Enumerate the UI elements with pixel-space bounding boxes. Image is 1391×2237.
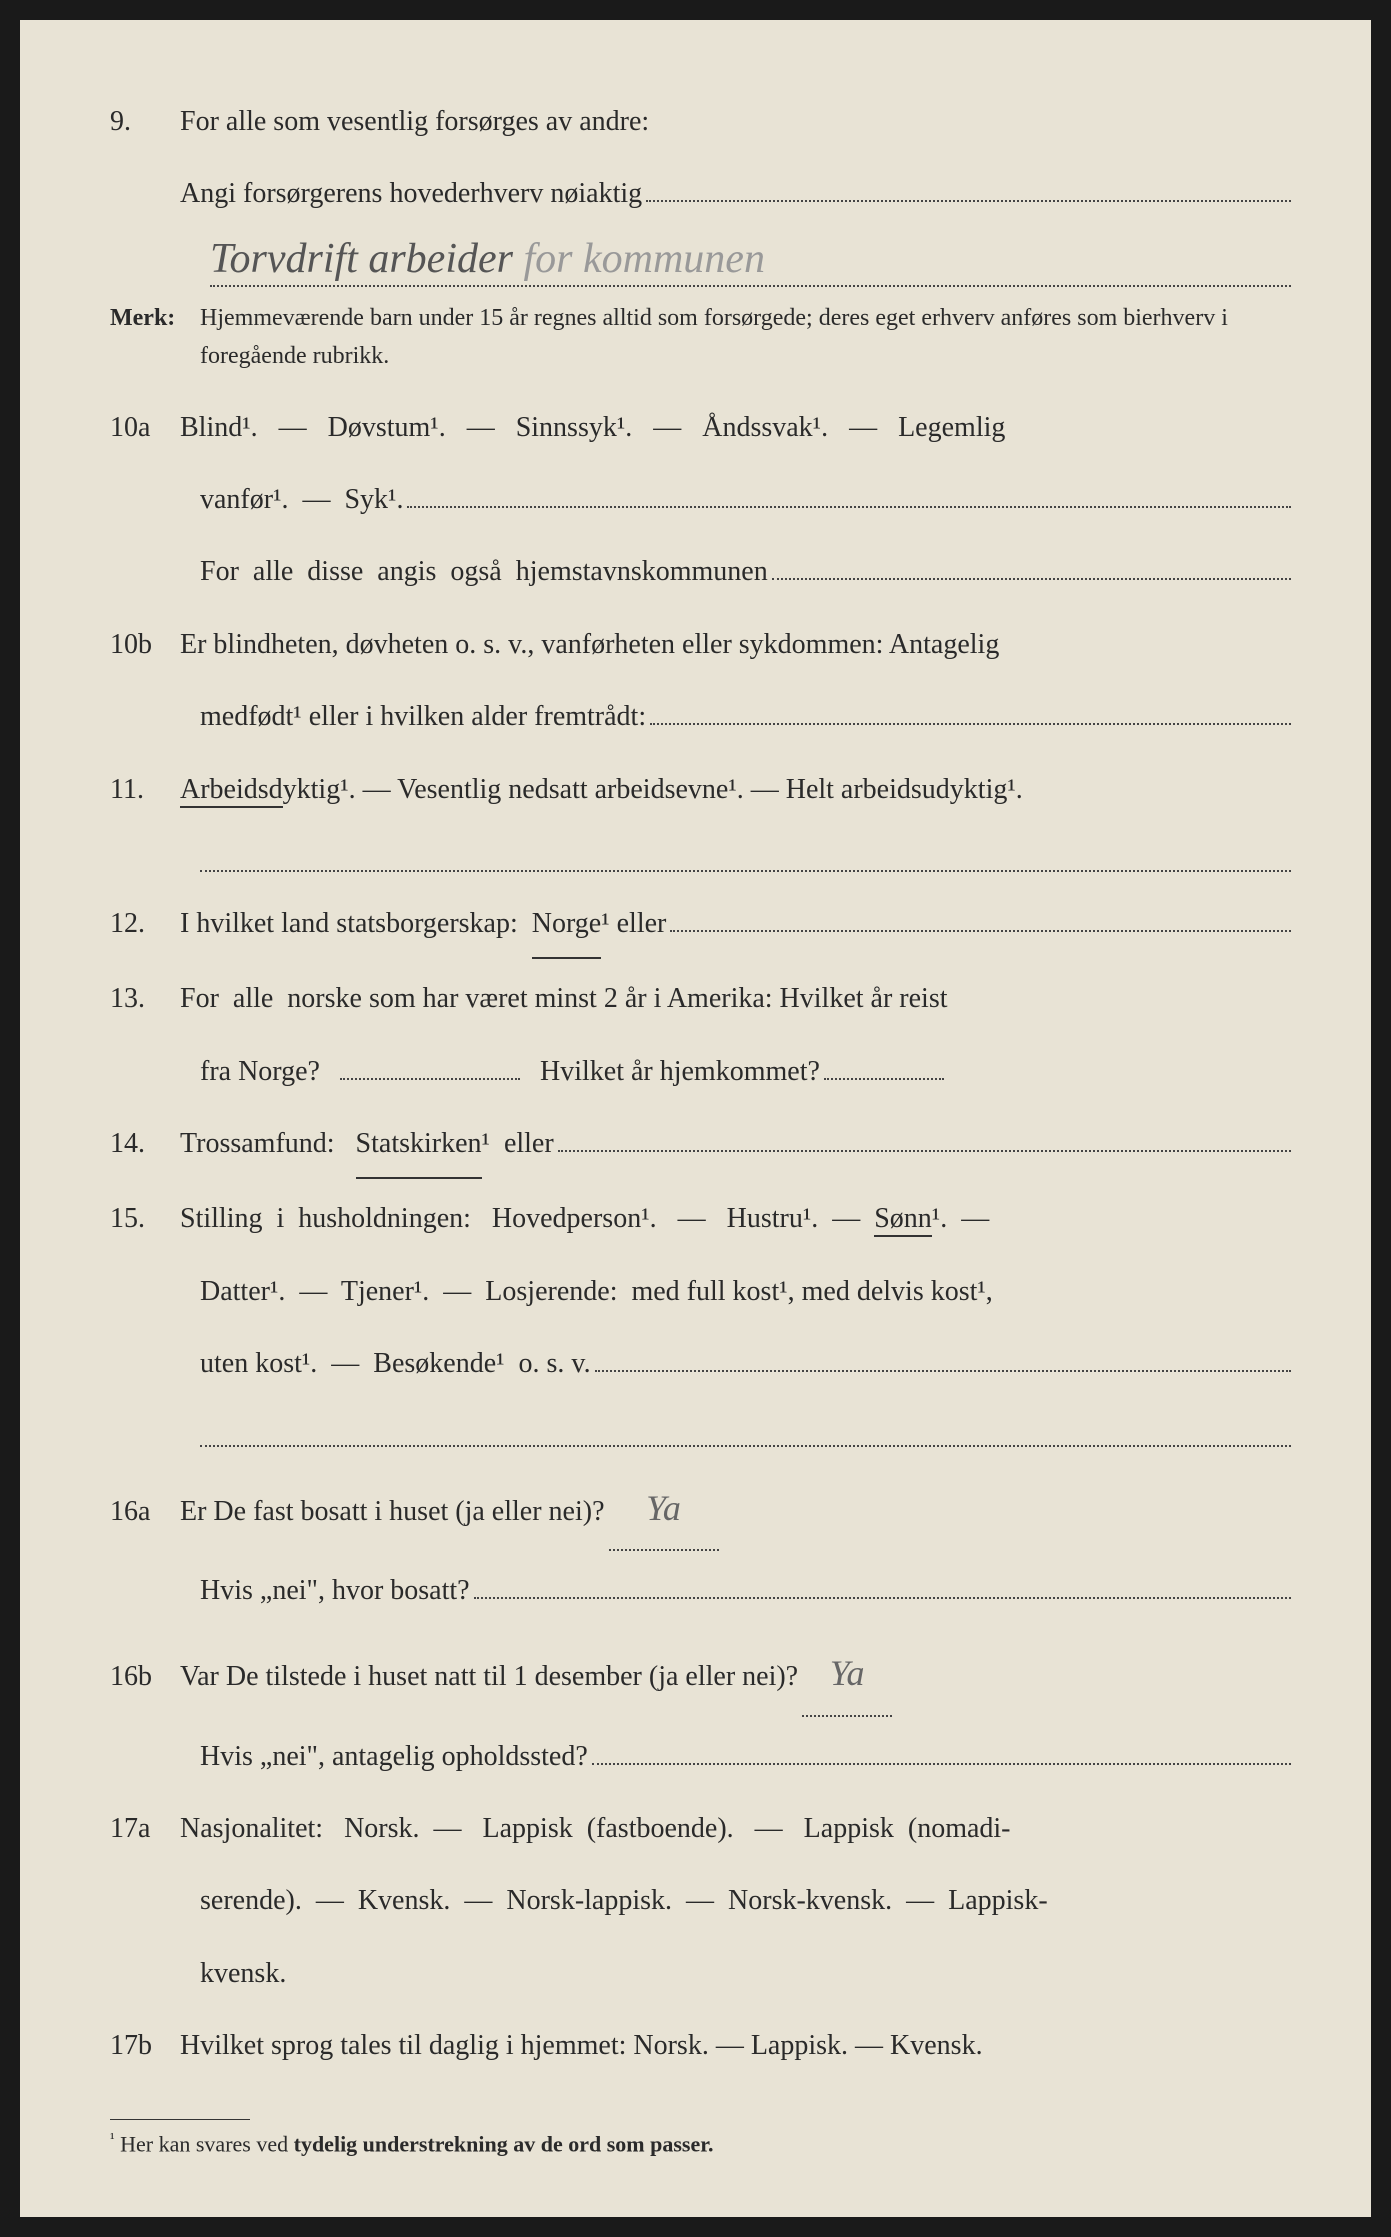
q10a-subtext: For alle disse angis også hjemstavnskomm… xyxy=(200,540,768,604)
q10a-num: 10a xyxy=(110,396,180,460)
divider-1 xyxy=(200,842,1291,872)
q17a-line2: serende). — Kvensk. — Norsk-lappisk. — N… xyxy=(200,1869,1291,1933)
merk-note: Merk: Hjemmeværende barn under 15 år reg… xyxy=(110,299,1291,376)
q16a-line: 16a Er De fast bosatt i huset (ja eller … xyxy=(110,1467,1291,1552)
q15-line3: uten kost¹. — Besøkende¹ o. s. v. xyxy=(200,1332,1291,1396)
q17a-line1: 17a Nasjonalitet: Norsk. — Lappisk (fast… xyxy=(110,1797,1291,1861)
q14-num: 14. xyxy=(110,1112,180,1176)
q12-before: I hvilket land statsborgerskap: xyxy=(180,892,532,956)
q16b-num: 16b xyxy=(110,1645,180,1709)
q9-num: 9. xyxy=(110,90,180,154)
q13-text2b: Hvilket år hjemkommet? xyxy=(540,1040,820,1104)
q17b-line: 17b Hvilket sprog tales til daglig i hje… xyxy=(110,2014,1291,2078)
q17b-num: 17b xyxy=(110,2014,180,2078)
q17a-line3: kvensk. xyxy=(200,1942,1291,2006)
q15-text2: Datter¹. — Tjener¹. — Losjerende: med fu… xyxy=(200,1260,993,1324)
q9-line1: 9. For alle som vesentlig forsørges av a… xyxy=(110,90,1291,154)
divider-2 xyxy=(200,1417,1291,1447)
q16b-answer: Ya xyxy=(830,1653,865,1693)
q11-underlined: Arbeidsd xyxy=(180,774,283,808)
q17a-num: 17a xyxy=(110,1797,180,1861)
q11-rest: yktig¹. — Vesentlig nedsatt arbeidsevne¹… xyxy=(283,774,1023,805)
merk-label: Merk: xyxy=(110,299,200,376)
q16b-text: Var De tilstede i huset natt til 1 desem… xyxy=(180,1645,798,1709)
q10b-num: 10b xyxy=(110,613,180,677)
q15-line1: 15. Stilling i husholdningen: Hovedperso… xyxy=(110,1187,1291,1251)
q10a-sub: For alle disse angis også hjemstavnskomm… xyxy=(200,540,1291,604)
q15-underlined: Sønn xyxy=(874,1203,932,1237)
q13-num: 13. xyxy=(110,967,180,1031)
q11-line: 11. Arbeidsdyktig¹. — Vesentlig nedsatt … xyxy=(110,758,1291,822)
q16b-subtext: Hvis „nei", antagelig opholdssted? xyxy=(200,1725,588,1789)
q12-after: ¹ eller xyxy=(601,892,666,956)
q15-before: Stilling i husholdningen: Hovedperson¹. … xyxy=(180,1203,874,1234)
q14-before: Trossamfund: xyxy=(180,1112,356,1176)
q9-hw-main: Torvdrift arbeider xyxy=(210,236,513,282)
q11-num: 11. xyxy=(110,758,180,822)
footnote: ¹ Her kan svares ved tydelig understrekn… xyxy=(110,2130,1291,2157)
q13-text2a: fra Norge? xyxy=(200,1040,320,1104)
q16a-text: Er De fast bosatt i huset (ja eller nei)… xyxy=(180,1480,605,1544)
q10b-text2: medfødt¹ eller i hvilken alder fremtrådt… xyxy=(200,685,646,749)
q9-text: For alle som vesentlig forsørges av andr… xyxy=(180,90,1291,154)
q16b-line: 16b Var De tilstede i huset natt til 1 d… xyxy=(110,1632,1291,1717)
q14-underlined: Statskirken xyxy=(356,1112,482,1179)
q12-underlined: Norge xyxy=(532,892,601,959)
q15-after: ¹. — xyxy=(932,1203,989,1234)
q10a-opts: Blind¹. — Døvstum¹. — Sinnssyk¹. — Åndss… xyxy=(180,396,1291,460)
q15-text3: uten kost¹. — Besøkende¹ o. s. v. xyxy=(200,1332,591,1396)
q12-line: 12. I hvilket land statsborgerskap: Norg… xyxy=(110,892,1291,959)
q10b-text1: Er blindheten, døvheten o. s. v., vanfør… xyxy=(180,613,1291,677)
q12-num: 12. xyxy=(110,892,180,956)
q9-handwritten: Torvdrift arbeider for kommunen xyxy=(210,235,1291,287)
q17b-text: Hvilket sprog tales til daglig i hjemmet… xyxy=(180,2014,1291,2078)
q17a-text2: serende). — Kvensk. — Norsk-lappisk. — N… xyxy=(200,1869,1048,1933)
document-page: 9. For alle som vesentlig forsørges av a… xyxy=(20,20,1371,2217)
q17a-text3: kvensk. xyxy=(200,1942,286,2006)
q15-line2: Datter¹. — Tjener¹. — Losjerende: med fu… xyxy=(200,1260,1291,1324)
q16a-num: 16a xyxy=(110,1480,180,1544)
footnote-separator xyxy=(110,2119,250,2120)
q16a-answer: Ya xyxy=(646,1488,681,1528)
q14-line: 14. Trossamfund: Statskirken ¹ eller xyxy=(110,1112,1291,1179)
q14-after: ¹ eller xyxy=(482,1112,554,1176)
q16b-sub: Hvis „nei", antagelig opholdssted? xyxy=(200,1725,1291,1789)
q10a-line2: vanfør¹. — Syk¹. xyxy=(200,468,1291,532)
q9-sub: Angi forsørgerens hovederhverv nøiaktig xyxy=(180,162,642,226)
q9-hw-faded: for kommunen xyxy=(523,236,764,282)
q13-line1: 13. For alle norske som har været minst … xyxy=(110,967,1291,1031)
q16a-subtext: Hvis „nei", hvor bosatt? xyxy=(200,1559,470,1623)
q9-line2: Angi forsørgerens hovederhverv nøiaktig xyxy=(110,162,1291,226)
q17a-text1: Nasjonalitet: Norsk. — Lappisk (fastboen… xyxy=(180,1797,1291,1861)
q10b-line1: 10b Er blindheten, døvheten o. s. v., va… xyxy=(110,613,1291,677)
q10a-opts2: vanfør¹. — Syk¹. xyxy=(200,468,403,532)
merk-text: Hjemmeværende barn under 15 år regnes al… xyxy=(200,299,1291,376)
footnote-num: ¹ xyxy=(110,2130,115,2147)
q10a-line1: 10a Blind¹. — Døvstum¹. — Sinnssyk¹. — Å… xyxy=(110,396,1291,460)
q13-line2: fra Norge? Hvilket år hjemkommet? xyxy=(200,1040,1291,1104)
q16a-sub: Hvis „nei", hvor bosatt? xyxy=(200,1559,1291,1623)
q15-num: 15. xyxy=(110,1187,180,1251)
q13-text1: For alle norske som har været minst 2 år… xyxy=(180,967,1291,1031)
q10b-line2: medfødt¹ eller i hvilken alder fremtrådt… xyxy=(200,685,1291,749)
